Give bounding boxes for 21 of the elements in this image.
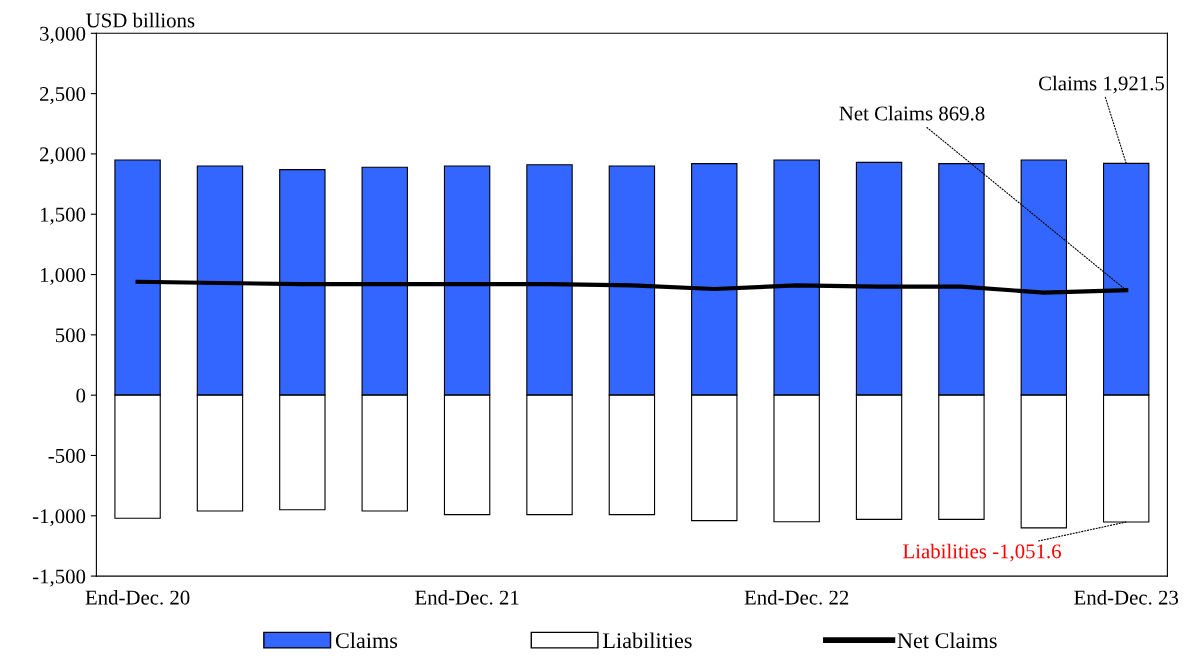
- y-tick-label: 2,000: [40, 147, 86, 165]
- y-tick-label: 3,000: [40, 26, 86, 44]
- x-tick-label: End-Dec. 22: [744, 589, 849, 605]
- y-tick-label: 2,500: [40, 86, 86, 105]
- legend-label: Net Claims: [897, 632, 997, 649]
- annotation: Net Claims 869.8: [839, 105, 985, 121]
- y-tick-label: -500: [48, 448, 86, 463]
- x-tick-label: End-Dec. 20: [85, 589, 190, 605]
- x-tick-label: End-Dec. 21: [415, 589, 519, 605]
- y-tick-label: 1,500: [40, 207, 86, 225]
- annotation: Claims 1,921.5: [1038, 75, 1165, 94]
- y-tick-label: 1,000: [40, 267, 86, 285]
- y-tick-label: 500: [55, 328, 86, 343]
- legend-label: Liabilities: [603, 632, 692, 649]
- y-tick-label: -1,500: [32, 569, 86, 587]
- y-axis-title: USD billions: [86, 12, 195, 28]
- y-tick-label: 0: [76, 388, 86, 403]
- legend-label: Claims: [335, 632, 398, 649]
- x-tick-label: End-Dec. 23: [1074, 589, 1179, 605]
- y-tick-label: -1,000: [32, 509, 86, 527]
- annotation: Liabilities -1,051.6: [903, 543, 1061, 562]
